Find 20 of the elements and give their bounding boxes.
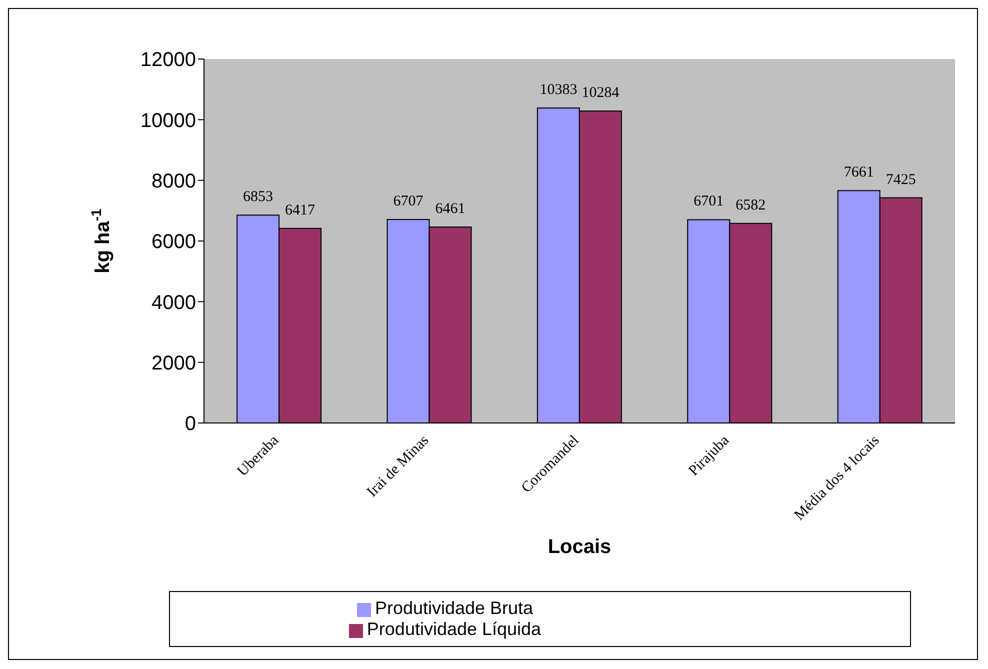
y-tick-label: 10000 bbox=[140, 110, 196, 132]
legend-label: Produtividade Bruta bbox=[374, 598, 534, 618]
data-label: 6582 bbox=[736, 197, 766, 214]
y-tick-label: 4000 bbox=[152, 292, 196, 314]
y-tick-label: 0 bbox=[184, 413, 196, 436]
data-label: 10284 bbox=[582, 85, 620, 102]
data-label: 7425 bbox=[886, 172, 916, 188]
y-tick-label: 6000 bbox=[152, 231, 196, 254]
legend-label: Produtividade Líquida bbox=[366, 619, 542, 639]
data-label: 7661 bbox=[844, 164, 874, 181]
data-label: 6853 bbox=[243, 189, 274, 206]
y-tick-label: 12000 bbox=[140, 49, 196, 72]
data-label: 6707 bbox=[393, 194, 424, 210]
y-tick-label: 8000 bbox=[152, 170, 196, 192]
x-axis-title: Locais bbox=[548, 536, 612, 558]
data-label: 10383 bbox=[540, 82, 578, 98]
data-label: 6461 bbox=[435, 201, 466, 218]
data-label: 6417 bbox=[285, 202, 316, 218]
data-label: 6701 bbox=[694, 194, 724, 210]
y-tick-label: 2000 bbox=[152, 352, 196, 374]
